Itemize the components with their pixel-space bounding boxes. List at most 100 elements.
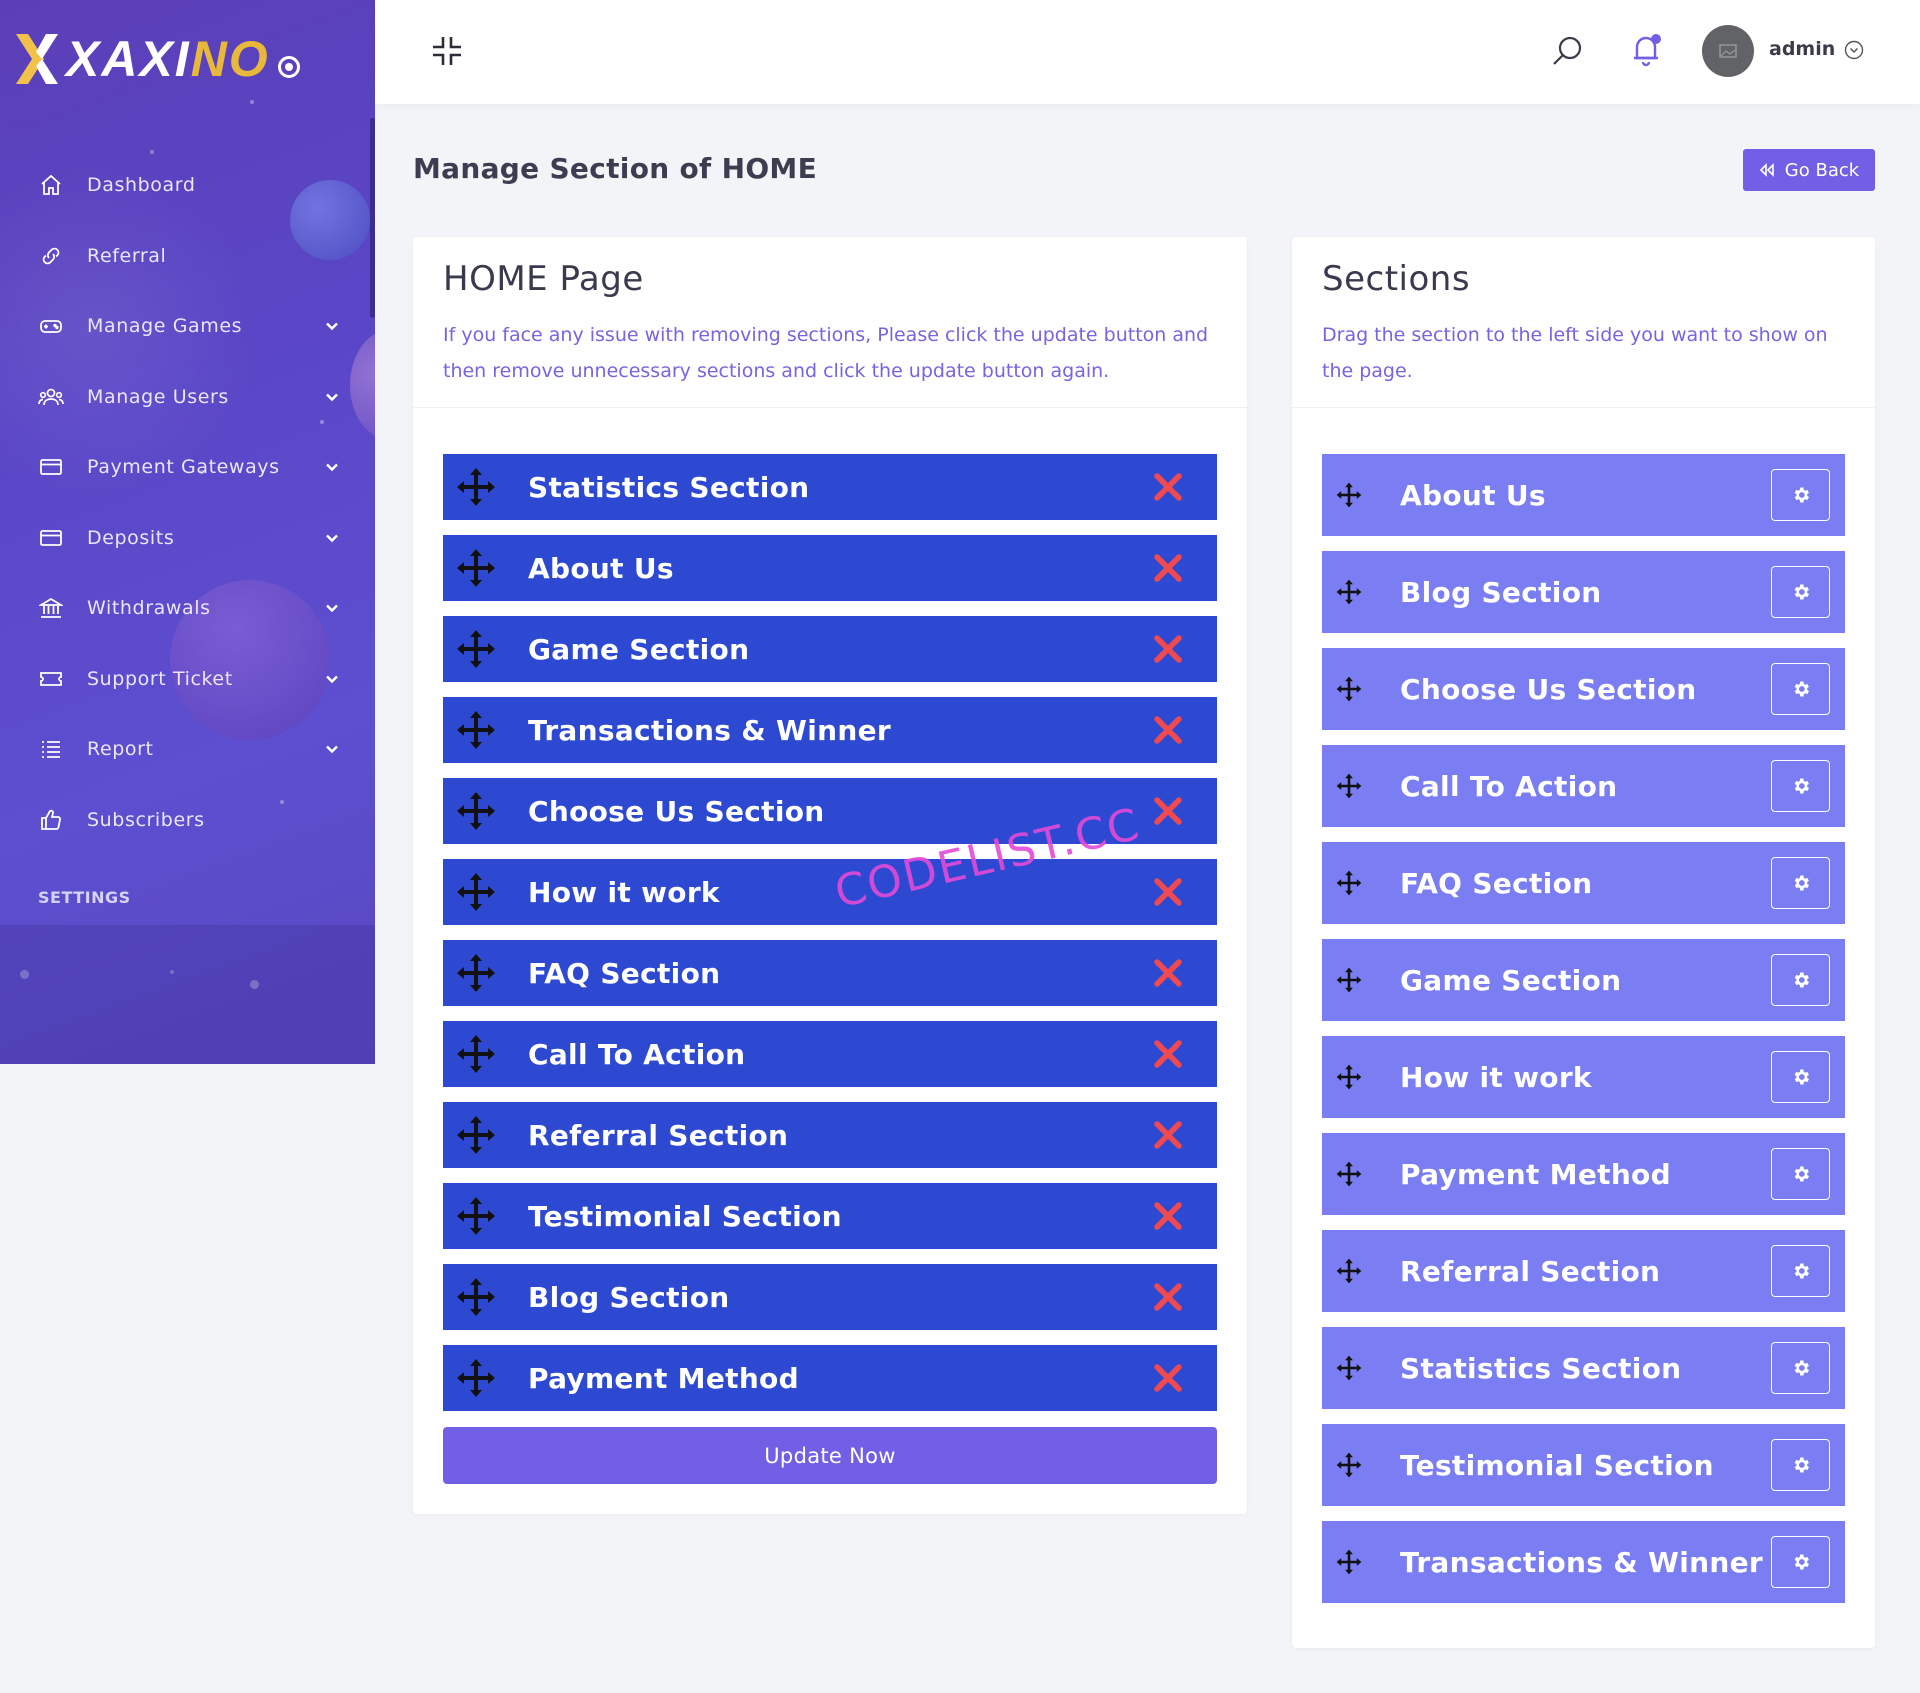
active-section-item[interactable]: Payment Method (443, 1345, 1217, 1411)
sidebar-item-label: Withdrawals (87, 597, 211, 620)
remove-icon[interactable] (1153, 1039, 1183, 1069)
sidebar-decoration (280, 800, 284, 804)
drag-handle-icon[interactable] (456, 872, 496, 912)
drag-handle-icon[interactable] (1334, 577, 1364, 607)
section-settings-button[interactable] (1771, 857, 1830, 909)
section-settings-button[interactable] (1771, 760, 1830, 812)
bell-icon[interactable] (1629, 32, 1663, 68)
sidebar-item-manage-users[interactable]: Manage Users (0, 362, 375, 433)
available-section-item[interactable]: Payment Method (1322, 1133, 1845, 1215)
section-settings-button[interactable] (1771, 954, 1830, 1006)
drag-handle-icon[interactable] (456, 791, 496, 831)
remove-icon[interactable] (1153, 553, 1183, 583)
drag-handle-icon[interactable] (1334, 771, 1364, 801)
sidebar-item-deposits[interactable]: Deposits (0, 503, 375, 574)
drag-handle-icon[interactable] (456, 1115, 496, 1155)
section-settings-button[interactable] (1771, 1536, 1830, 1588)
remove-icon[interactable] (1153, 1120, 1183, 1150)
remove-icon[interactable] (1153, 472, 1183, 502)
sidebar-item-dashboard[interactable]: Dashboard (0, 150, 375, 221)
remove-icon[interactable] (1153, 1201, 1183, 1231)
remove-icon[interactable] (1153, 958, 1183, 988)
drag-handle-icon[interactable] (1334, 1353, 1364, 1383)
sidebar-item-label: Manage Users (87, 385, 229, 408)
available-section-item[interactable]: Choose Us Section (1322, 648, 1845, 730)
gear-icon (1791, 485, 1811, 505)
section-settings-button[interactable] (1771, 663, 1830, 715)
drag-handle-icon[interactable] (1334, 868, 1364, 898)
section-settings-button[interactable] (1771, 469, 1830, 521)
drag-handle-icon[interactable] (1334, 1062, 1364, 1092)
sidebar-item-withdrawals[interactable]: Withdrawals (0, 573, 375, 644)
brand-logo[interactable]: XAXINO (14, 28, 364, 90)
drag-handle-icon[interactable] (456, 467, 496, 507)
available-section-item[interactable]: Call To Action (1322, 745, 1845, 827)
drag-handle-icon[interactable] (1334, 480, 1364, 510)
drag-handle-icon[interactable] (456, 1196, 496, 1236)
available-section-item[interactable]: Blog Section (1322, 551, 1845, 633)
go-back-button[interactable]: Go Back (1743, 149, 1875, 191)
active-section-item[interactable]: Referral Section (443, 1102, 1217, 1168)
section-name: FAQ Section (528, 956, 721, 990)
section-settings-button[interactable] (1771, 1245, 1830, 1297)
drag-handle-icon[interactable] (1334, 1450, 1364, 1480)
sidebar-item-manage-games[interactable]: Manage Games (0, 291, 375, 362)
available-section-item[interactable]: Testimonial Section (1322, 1424, 1845, 1506)
sidebar-item-subscribers[interactable]: Subscribers (0, 785, 375, 856)
drag-handle-icon[interactable] (456, 953, 496, 993)
search-icon[interactable] (1551, 34, 1585, 68)
sidebar-item-support-ticket[interactable]: Support Ticket (0, 644, 375, 715)
active-section-item[interactable]: Transactions & Winner (443, 697, 1217, 763)
remove-icon[interactable] (1153, 1282, 1183, 1312)
drag-handle-icon[interactable] (1334, 965, 1364, 995)
section-settings-button[interactable] (1771, 566, 1830, 618)
drag-handle-icon[interactable] (456, 548, 496, 588)
sidebar-footer-band (0, 925, 375, 1064)
available-section-item[interactable]: Transactions & Winner (1322, 1521, 1845, 1603)
drag-handle-icon[interactable] (1334, 674, 1364, 704)
drag-handle-icon[interactable] (1334, 1159, 1364, 1189)
active-section-item[interactable]: How it work (443, 859, 1217, 925)
active-section-item[interactable]: FAQ Section (443, 940, 1217, 1006)
gear-icon (1791, 873, 1811, 893)
remove-icon[interactable] (1153, 877, 1183, 907)
available-section-item[interactable]: Statistics Section (1322, 1327, 1845, 1409)
remove-icon[interactable] (1153, 715, 1183, 745)
available-section-item[interactable]: FAQ Section (1322, 842, 1845, 924)
available-section-item[interactable]: Referral Section (1322, 1230, 1845, 1312)
remove-icon[interactable] (1153, 634, 1183, 664)
active-section-item[interactable]: Game Section (443, 616, 1217, 682)
user-name[interactable]: admin (1769, 38, 1836, 60)
collapse-sidebar-icon[interactable] (430, 34, 464, 68)
avatar[interactable] (1702, 25, 1754, 77)
sidebar-item-report[interactable]: Report (0, 714, 375, 785)
section-settings-button[interactable] (1771, 1051, 1830, 1103)
drag-handle-icon[interactable] (456, 1358, 496, 1398)
section-settings-button[interactable] (1771, 1148, 1830, 1200)
active-section-item[interactable]: Statistics Section (443, 454, 1217, 520)
active-section-item[interactable]: Call To Action (443, 1021, 1217, 1087)
sidebar-scrollbar[interactable] (370, 118, 375, 318)
remove-icon[interactable] (1153, 796, 1183, 826)
drag-handle-icon[interactable] (456, 1277, 496, 1317)
drag-handle-icon[interactable] (456, 710, 496, 750)
sidebar-item-payment-gateways[interactable]: Payment Gateways (0, 432, 375, 503)
chevron-down-circle-icon[interactable] (1843, 39, 1865, 61)
section-settings-button[interactable] (1771, 1439, 1830, 1491)
remove-icon[interactable] (1153, 1363, 1183, 1393)
drag-handle-icon[interactable] (456, 1034, 496, 1074)
drag-handle-icon[interactable] (456, 629, 496, 669)
available-section-item[interactable]: About Us (1322, 454, 1845, 536)
sidebar-item-referral[interactable]: Referral (0, 221, 375, 292)
active-section-item[interactable]: Choose Us Section (443, 778, 1217, 844)
drag-handle-icon[interactable] (1334, 1256, 1364, 1286)
sidebar-nav: Dashboard Referral Manage Games Manage U… (0, 150, 375, 855)
active-section-item[interactable]: Blog Section (443, 1264, 1217, 1330)
drag-handle-icon[interactable] (1334, 1547, 1364, 1577)
section-settings-button[interactable] (1771, 1342, 1830, 1394)
available-section-item[interactable]: How it work (1322, 1036, 1845, 1118)
update-now-button[interactable]: Update Now (443, 1427, 1217, 1484)
active-section-item[interactable]: Testimonial Section (443, 1183, 1217, 1249)
available-section-item[interactable]: Game Section (1322, 939, 1845, 1021)
active-section-item[interactable]: About Us (443, 535, 1217, 601)
